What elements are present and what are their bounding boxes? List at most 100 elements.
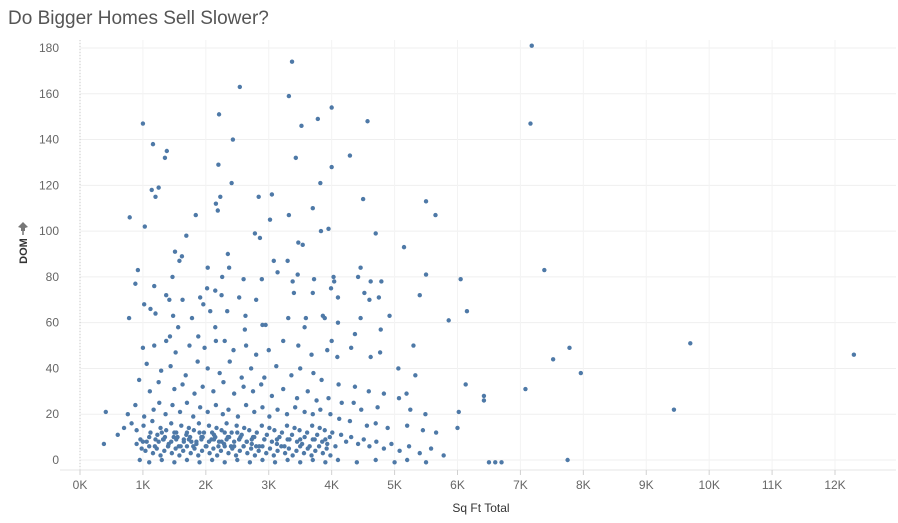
data-point[interactable]: [404, 457, 410, 463]
data-point[interactable]: [155, 432, 160, 438]
data-point[interactable]: [300, 242, 305, 248]
data-point[interactable]: [441, 453, 446, 458]
data-point[interactable]: [392, 460, 397, 465]
data-point[interactable]: [404, 391, 409, 396]
data-point[interactable]: [493, 460, 498, 465]
data-point[interactable]: [219, 439, 224, 444]
data-point[interactable]: [285, 457, 290, 463]
data-point[interactable]: [290, 279, 295, 284]
data-point[interactable]: [221, 379, 226, 385]
data-point[interactable]: [304, 430, 310, 435]
data-point[interactable]: [226, 265, 232, 270]
data-point[interactable]: [153, 194, 158, 199]
data-point[interactable]: [286, 212, 292, 218]
data-point[interactable]: [279, 430, 285, 435]
data-point[interactable]: [389, 441, 394, 447]
data-point[interactable]: [275, 407, 280, 412]
data-point[interactable]: [331, 274, 336, 280]
data-point[interactable]: [259, 423, 265, 428]
data-point[interactable]: [411, 343, 416, 348]
data-point[interactable]: [354, 460, 360, 465]
data-point[interactable]: [528, 121, 533, 126]
data-point[interactable]: [196, 421, 202, 426]
data-point[interactable]: [269, 393, 275, 399]
data-point[interactable]: [219, 428, 224, 433]
data-point[interactable]: [486, 460, 492, 465]
data-point[interactable]: [213, 402, 219, 408]
data-point[interactable]: [103, 409, 108, 415]
data-point[interactable]: [262, 437, 267, 442]
data-point[interactable]: [133, 281, 138, 286]
data-point[interactable]: [244, 439, 249, 444]
data-point[interactable]: [140, 345, 146, 351]
data-point[interactable]: [305, 389, 310, 394]
data-point[interactable]: [285, 437, 290, 442]
data-point[interactable]: [351, 400, 356, 405]
data-point[interactable]: [381, 391, 387, 396]
data-point[interactable]: [248, 446, 254, 451]
data-point[interactable]: [101, 441, 107, 447]
data-point[interactable]: [355, 274, 361, 280]
data-point[interactable]: [216, 112, 222, 117]
data-point[interactable]: [201, 430, 207, 435]
data-point[interactable]: [264, 450, 269, 456]
data-point[interactable]: [189, 315, 195, 321]
data-point[interactable]: [126, 315, 132, 321]
data-point[interactable]: [195, 359, 200, 364]
data-point[interactable]: [433, 430, 439, 435]
data-point[interactable]: [423, 460, 429, 465]
data-point[interactable]: [170, 313, 176, 318]
data-point[interactable]: [671, 407, 677, 412]
data-point[interactable]: [423, 272, 429, 277]
data-point[interactable]: [206, 439, 212, 444]
data-point[interactable]: [367, 444, 372, 449]
data-point[interactable]: [286, 93, 292, 99]
data-point[interactable]: [362, 290, 367, 296]
data-point[interactable]: [455, 425, 460, 431]
data-point[interactable]: [173, 446, 178, 451]
data-point[interactable]: [279, 444, 284, 449]
data-point[interactable]: [267, 425, 272, 431]
data-point[interactable]: [249, 441, 254, 447]
data-point[interactable]: [245, 450, 250, 456]
data-point[interactable]: [320, 450, 326, 456]
data-point[interactable]: [135, 267, 141, 273]
data-point[interactable]: [373, 421, 378, 426]
data-point[interactable]: [168, 363, 173, 369]
data-point[interactable]: [149, 187, 154, 193]
data-point[interactable]: [226, 407, 231, 412]
data-point[interactable]: [219, 274, 225, 280]
data-point[interactable]: [134, 428, 139, 433]
data-point[interactable]: [289, 432, 295, 438]
data-point[interactable]: [298, 460, 303, 465]
data-point[interactable]: [378, 327, 383, 332]
data-point[interactable]: [249, 437, 254, 442]
data-point[interactable]: [302, 434, 307, 440]
data-point[interactable]: [385, 425, 390, 431]
data-point[interactable]: [242, 327, 248, 332]
data-point[interactable]: [281, 338, 286, 344]
data-point[interactable]: [260, 405, 265, 410]
data-point[interactable]: [325, 441, 330, 447]
data-point[interactable]: [352, 331, 358, 337]
data-point[interactable]: [328, 453, 333, 458]
data-point[interactable]: [523, 386, 528, 392]
data-point[interactable]: [216, 162, 221, 167]
data-point[interactable]: [290, 453, 295, 458]
data-point[interactable]: [229, 180, 234, 186]
data-point[interactable]: [269, 192, 275, 197]
data-point[interactable]: [236, 295, 242, 300]
data-point[interactable]: [204, 286, 210, 291]
data-point[interactable]: [408, 407, 413, 412]
data-point[interactable]: [163, 428, 169, 433]
data-point[interactable]: [359, 407, 364, 412]
data-point[interactable]: [550, 357, 556, 362]
data-point[interactable]: [207, 450, 212, 456]
data-point[interactable]: [201, 302, 206, 307]
data-point[interactable]: [173, 350, 178, 355]
data-point[interactable]: [333, 444, 338, 449]
data-point[interactable]: [134, 441, 139, 447]
data-point[interactable]: [323, 460, 328, 465]
data-point[interactable]: [163, 338, 169, 344]
data-point[interactable]: [175, 325, 181, 330]
